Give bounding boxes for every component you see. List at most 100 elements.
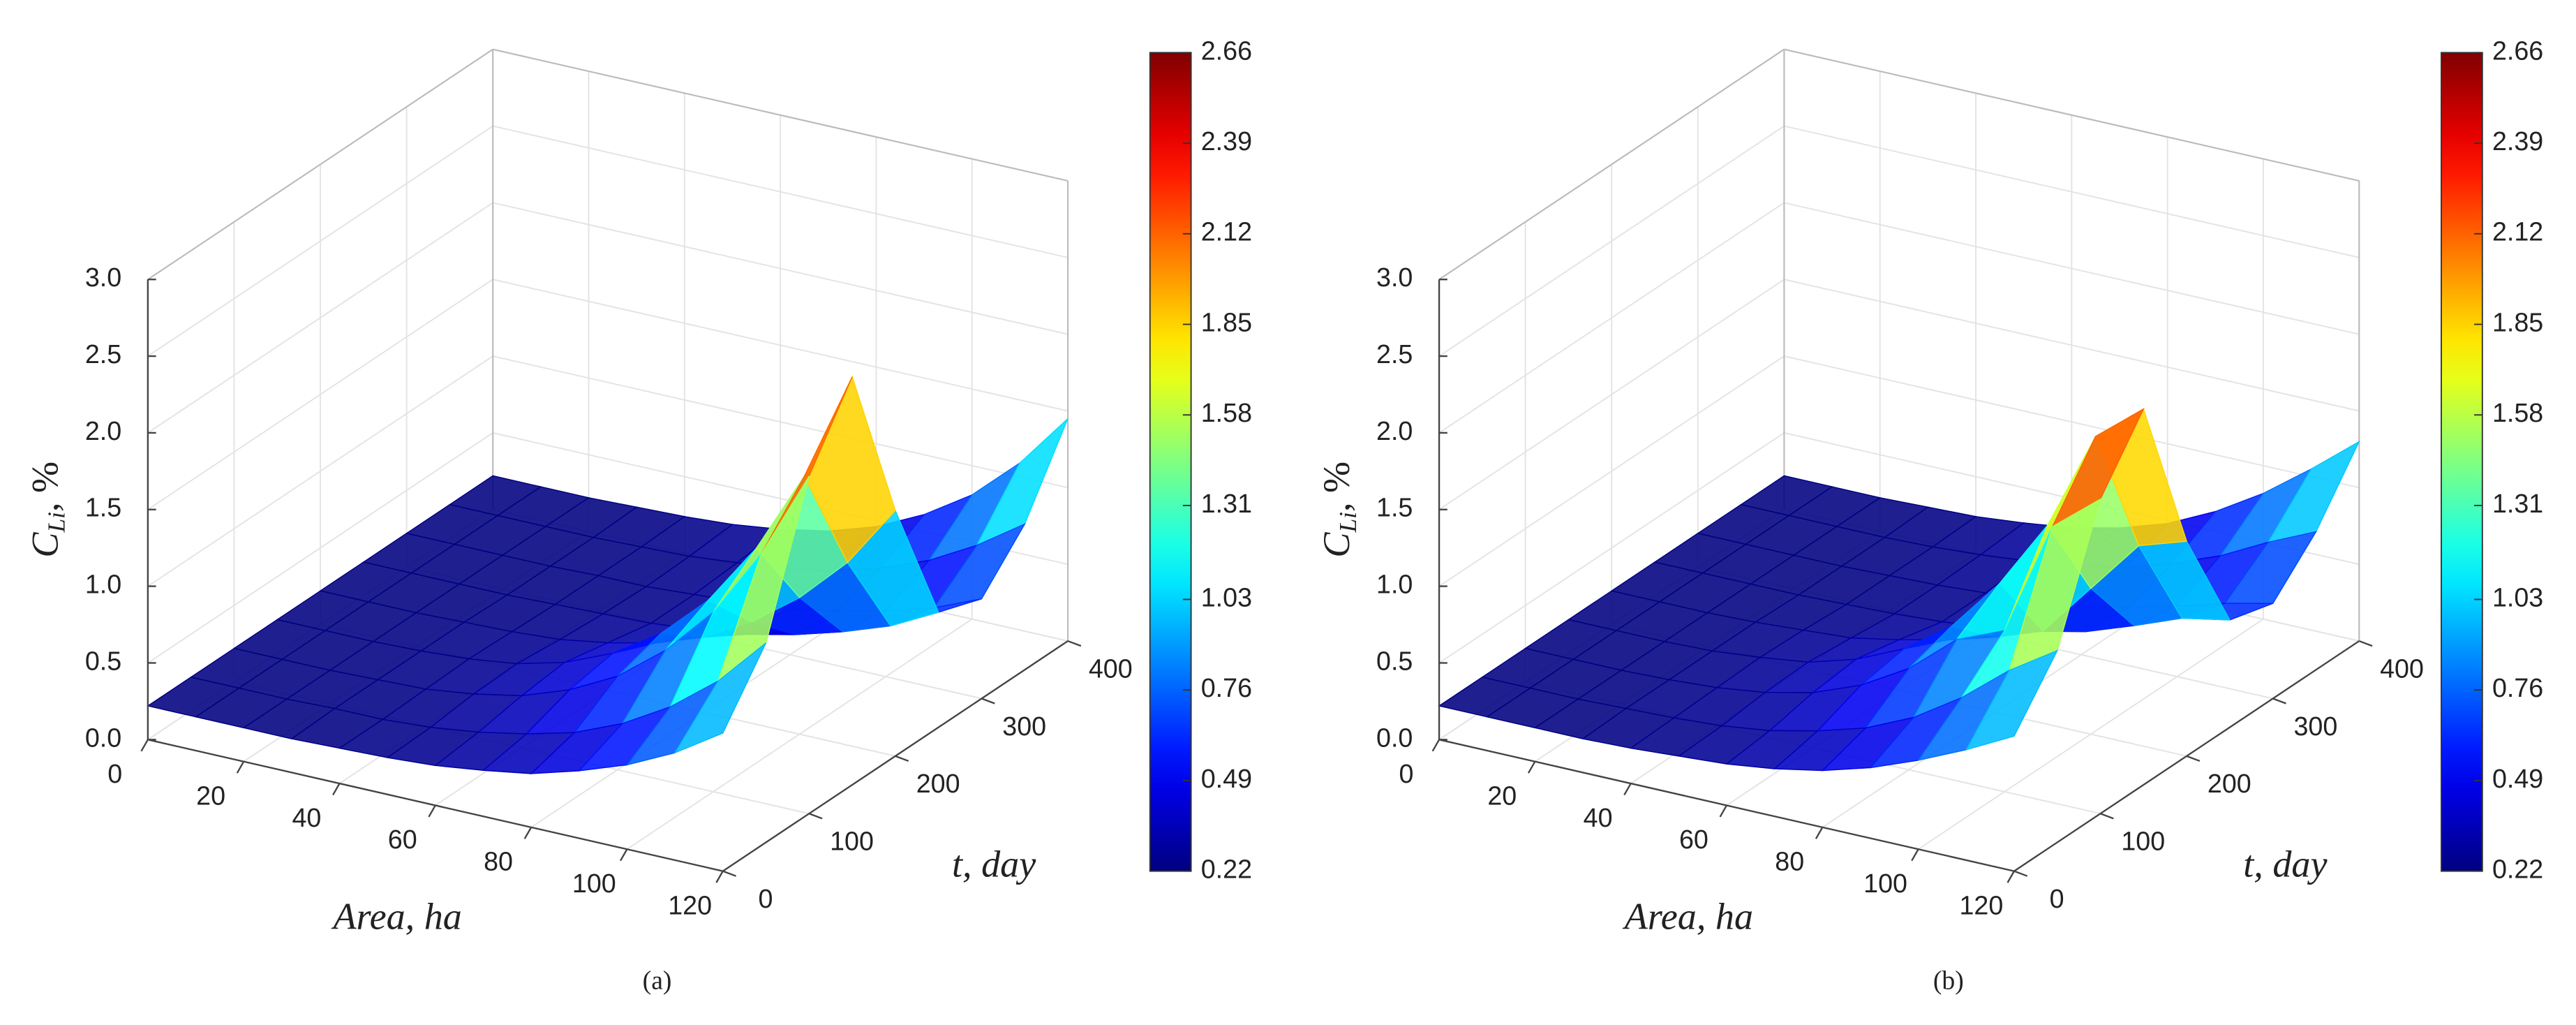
colorbar-tick-label: 0.49 <box>2492 764 2543 793</box>
colorbar-tick-label: 2.12 <box>2492 217 2543 246</box>
y-tick <box>2358 640 2373 647</box>
panel-label: (b) <box>1933 966 1964 995</box>
y-tick-label: 400 <box>1089 654 1133 683</box>
y-tick <box>1067 640 1082 647</box>
z-tick-label: 2.0 <box>85 416 121 445</box>
x-tick <box>2007 871 2015 883</box>
x-tick <box>140 739 149 752</box>
colorbar-tick-label: 1.85 <box>2492 307 2543 337</box>
z-tick-label: 2.5 <box>1376 339 1413 369</box>
z-tick-label: 0.0 <box>1376 723 1413 752</box>
colorbar-tick-label: 1.58 <box>1201 398 1252 427</box>
y-tick-label: 0 <box>2050 884 2064 913</box>
x-tick-label: 20 <box>1487 781 1517 810</box>
colorbar-tick-label: 1.85 <box>1201 307 1252 337</box>
y-axis <box>2013 640 2360 872</box>
colorbar-tick-label: 1.31 <box>1201 489 1252 518</box>
x-tick <box>332 783 341 796</box>
y-axis <box>722 640 1069 872</box>
box-edge <box>1438 48 1785 281</box>
x-axis <box>147 739 724 872</box>
colorbar-tick-label: 1.58 <box>2492 398 2543 427</box>
y-tick <box>2272 698 2286 705</box>
x-tick-label: 80 <box>484 847 513 876</box>
z-axis-label: CLi, % <box>1316 462 1362 558</box>
colorbar-tick-label: 2.66 <box>1201 36 1252 65</box>
z-tick-label: 1.5 <box>1376 493 1413 522</box>
y-tick <box>2013 870 2028 877</box>
y-tick-label: 100 <box>830 827 874 856</box>
x-tick-label: 40 <box>1584 803 1613 832</box>
grid-line <box>1918 618 2264 850</box>
y-tick <box>2100 813 2114 820</box>
z-axis-label-part: , % <box>1316 462 1357 512</box>
y-tick <box>895 755 909 762</box>
y-tick-label: 200 <box>2208 769 2251 798</box>
colorbar-tick-label: 0.22 <box>1201 855 1252 884</box>
x-tick-label: 100 <box>572 869 616 898</box>
x-tick <box>236 761 245 774</box>
x-tick-label: 0 <box>1399 759 1414 788</box>
y-tick <box>808 813 823 820</box>
x-tick-label: 60 <box>388 825 417 854</box>
x-tick-label: 40 <box>292 803 321 832</box>
grid-line <box>626 618 973 850</box>
z-tick-label: 2.0 <box>1376 416 1413 445</box>
panel-label: (a) <box>643 966 672 995</box>
y-tick-label: 300 <box>2293 711 2337 741</box>
y-tick-label: 400 <box>2380 654 2424 683</box>
z-tick-label: 1.0 <box>85 570 121 599</box>
y-tick-label: 300 <box>1002 711 1046 741</box>
colorbar <box>1149 52 1192 872</box>
z-tick-label: 0.5 <box>85 646 121 675</box>
colorbar-tick-label: 0.76 <box>2492 673 2543 702</box>
x-tick-label: 60 <box>1679 825 1708 854</box>
colorbar-tick-label: 2.66 <box>2492 36 2543 65</box>
y-tick <box>2186 755 2201 762</box>
colorbar-tick-label: 2.39 <box>2492 126 2543 156</box>
colorbar-tick-label: 0.49 <box>1201 764 1252 793</box>
x-tick-label: 100 <box>1863 869 1907 898</box>
z-axis-label-part: Li <box>43 512 70 533</box>
colorbar-tick-label: 0.22 <box>2492 855 2543 884</box>
y-tick <box>981 698 995 705</box>
z-tick-label: 1.0 <box>1376 570 1413 599</box>
colorbar-tick-label: 1.03 <box>2492 582 2543 612</box>
x-tick <box>1911 848 1919 862</box>
x-tick <box>523 827 533 839</box>
colorbar-tick-label: 2.12 <box>1201 217 1252 246</box>
y-tick <box>722 870 736 877</box>
x-tick <box>428 804 436 818</box>
x-tick-label: 20 <box>196 781 225 810</box>
x-tick <box>619 848 628 862</box>
x-tick <box>1719 804 1728 818</box>
colorbar-tick-label: 1.03 <box>1201 582 1252 612</box>
z-tick-label: 3.0 <box>1376 263 1413 292</box>
x-tick-label: 80 <box>1775 847 1804 876</box>
x-tick-label: 120 <box>1959 890 2003 920</box>
colorbar-tick-label: 2.39 <box>1201 126 1252 156</box>
y-tick-label: 0 <box>758 884 773 913</box>
z-axis-label-part: Li <box>1334 512 1362 533</box>
colorbar-tick-label: 1.31 <box>2492 489 2543 518</box>
box-edge <box>492 48 1069 182</box>
x-tick <box>1431 739 1440 752</box>
z-axis-label: CLi, % <box>24 462 70 558</box>
z-tick-label: 3.0 <box>85 263 121 292</box>
z-axis-label-part: , % <box>24 462 66 512</box>
x-tick <box>1527 761 1536 774</box>
x-tick <box>1623 783 1632 796</box>
x-tick <box>1815 827 1824 839</box>
box-edge <box>147 48 493 281</box>
y-tick-label: 200 <box>916 769 960 798</box>
z-axis-label-part: C <box>24 532 66 558</box>
y-axis-label: t, day <box>952 843 1036 885</box>
x-tick-label: 120 <box>668 890 712 920</box>
box-edge <box>1784 48 2360 182</box>
colorbar-tick-label: 0.76 <box>1201 673 1252 702</box>
z-tick-label: 1.5 <box>85 493 121 522</box>
z-axis-label-part: C <box>1316 532 1357 558</box>
surface-patch <box>1965 649 2059 751</box>
z-tick-label: 0.5 <box>1376 646 1413 675</box>
